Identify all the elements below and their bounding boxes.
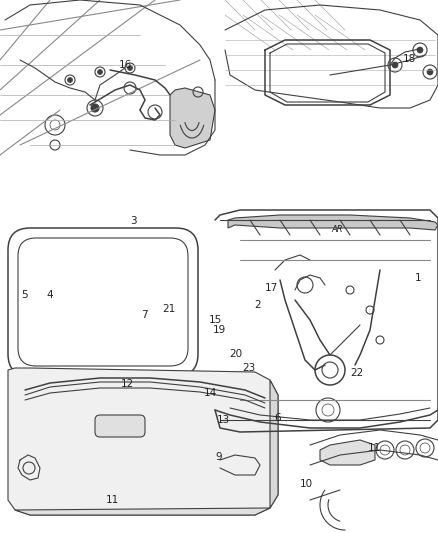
Circle shape xyxy=(67,77,73,83)
Text: 22: 22 xyxy=(350,368,364,378)
Text: 11: 11 xyxy=(106,495,119,505)
Polygon shape xyxy=(270,380,278,508)
Text: 12: 12 xyxy=(120,379,134,389)
Text: 6: 6 xyxy=(275,413,281,423)
Text: 18: 18 xyxy=(403,54,416,64)
Circle shape xyxy=(417,47,423,53)
Text: 23: 23 xyxy=(242,363,256,373)
Polygon shape xyxy=(170,88,215,148)
FancyBboxPatch shape xyxy=(95,415,145,437)
Text: 21: 21 xyxy=(162,304,176,314)
Polygon shape xyxy=(8,368,278,515)
Text: 10: 10 xyxy=(300,479,313,489)
Text: 11: 11 xyxy=(367,443,381,453)
Text: 16: 16 xyxy=(118,60,132,70)
Text: 13: 13 xyxy=(216,415,230,425)
Circle shape xyxy=(98,69,102,75)
Text: 3: 3 xyxy=(130,216,136,226)
Text: 7: 7 xyxy=(141,310,147,320)
Circle shape xyxy=(392,62,398,68)
Polygon shape xyxy=(228,215,438,230)
Text: 9: 9 xyxy=(215,452,223,462)
Text: 5: 5 xyxy=(21,290,27,300)
Circle shape xyxy=(427,69,433,75)
Text: 17: 17 xyxy=(265,283,278,293)
Circle shape xyxy=(91,104,99,112)
Text: 1: 1 xyxy=(415,273,421,283)
Text: 20: 20 xyxy=(230,349,243,359)
Text: 4: 4 xyxy=(47,290,53,300)
Text: 15: 15 xyxy=(208,315,222,325)
Text: AR: AR xyxy=(332,225,343,233)
Text: 2: 2 xyxy=(254,300,261,310)
Text: 14: 14 xyxy=(203,388,217,398)
Circle shape xyxy=(127,66,133,70)
Polygon shape xyxy=(15,508,270,515)
Text: 19: 19 xyxy=(212,325,226,335)
Polygon shape xyxy=(320,440,375,465)
